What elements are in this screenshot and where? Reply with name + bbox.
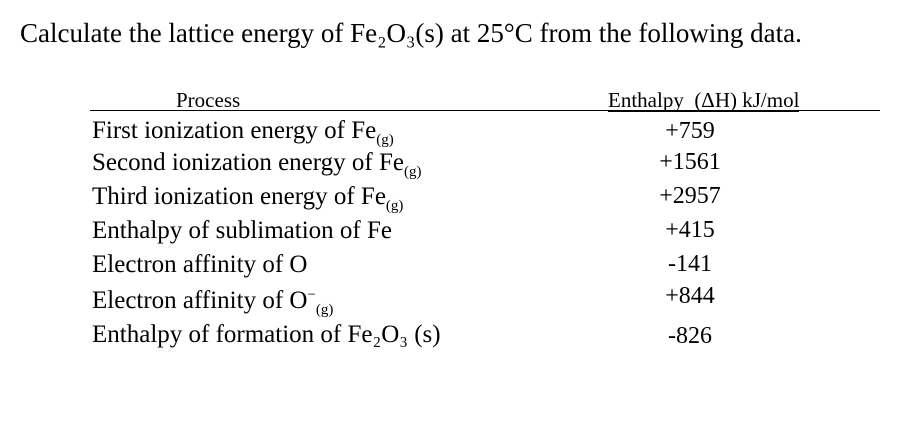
process-cell: Electron affinity of O−(g)	[92, 287, 333, 318]
process-cell: Second ionization energy of Fe(g)	[92, 149, 421, 180]
superscript: −	[307, 287, 316, 303]
process-cell: First ionization energy of Fe(g)	[92, 117, 394, 148]
process-text: Electron affinity of O	[92, 287, 308, 314]
enthalpy-cell: +759	[665, 118, 715, 144]
process-text: First ionization energy of Fe	[92, 117, 377, 144]
enthalpy-cell: +844	[665, 283, 715, 309]
process-cell: Electron affinity of O	[92, 252, 307, 277]
process-text: Enthalpy of formation of Fe₂O₃ (s)	[92, 321, 441, 348]
subscript: (g)	[385, 198, 404, 214]
enthalpy-cell: -826	[668, 323, 712, 349]
subscript: (g)	[315, 302, 334, 318]
process-cell: Enthalpy of sublimation of Fe	[92, 218, 392, 243]
header-rule	[90, 110, 880, 111]
process-text: Enthalpy of sublimation of Fe	[92, 217, 392, 244]
enthalpy-cell: +2957	[659, 183, 721, 209]
enthalpy-cell: +415	[665, 217, 715, 243]
title: Calculate the lattice energy of Fe₂O₃(s)…	[20, 18, 802, 48]
process-cell: Enthalpy of formation of Fe₂O₃ (s)	[92, 322, 441, 347]
process-text: Electron affinity of O	[92, 251, 308, 278]
column-header: Enthalpy (ΔH) kJ/mol	[608, 88, 800, 112]
subscript: (g)	[376, 132, 394, 148]
subscript: (g)	[403, 164, 422, 180]
column-header: Process	[176, 88, 241, 112]
process-cell: Third ionization energy of Fe(g)	[92, 183, 403, 214]
process-text: Second ionization energy of Fe	[92, 149, 404, 176]
process-text: Third ionization energy of Fe	[92, 183, 386, 210]
enthalpy-cell: +1561	[659, 149, 721, 175]
enthalpy-cell: -141	[668, 251, 712, 277]
